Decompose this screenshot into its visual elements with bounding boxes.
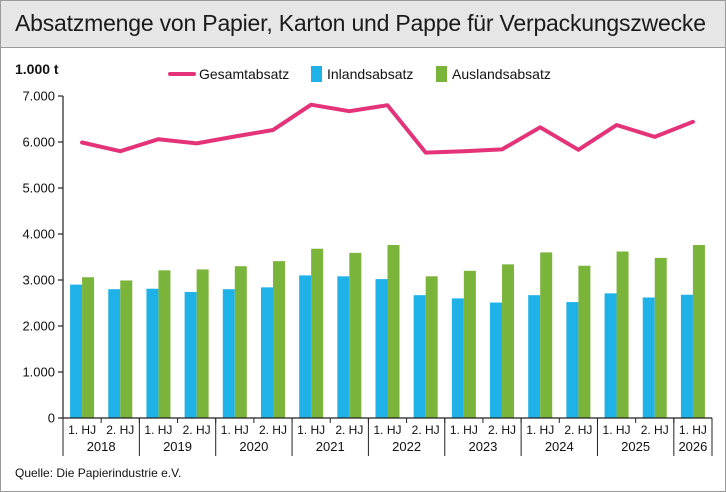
- x-tick-label: 2. HJ: [412, 423, 440, 437]
- x-tick-label: 2. HJ: [183, 423, 211, 437]
- bar-inlandsabsatz: [222, 289, 235, 418]
- bar-inlandsabsatz: [642, 297, 655, 418]
- x-tick-label: 2. HJ: [641, 423, 669, 437]
- y-tick-label: 6.000: [22, 135, 55, 150]
- bar-auslandsabsatz: [311, 248, 324, 418]
- x-tick-label: 1. HJ: [526, 423, 554, 437]
- year-label: 2020: [239, 439, 268, 454]
- bar-auslandsabsatz: [540, 252, 553, 418]
- bar-auslandsabsatz: [234, 266, 247, 418]
- year-label: 2026: [678, 439, 707, 454]
- bar-auslandsabsatz: [82, 277, 95, 418]
- y-tick-label: 0: [48, 411, 55, 426]
- x-tick-label: 2. HJ: [259, 423, 287, 437]
- x-tick-label: 1. HJ: [603, 423, 631, 437]
- bar-inlandsabsatz: [490, 302, 503, 418]
- y-tick-label: 2.000: [22, 319, 55, 334]
- bar-auslandsabsatz: [654, 257, 667, 418]
- y-tick-label: 5.000: [22, 181, 55, 196]
- bar-auslandsabsatz: [196, 269, 209, 418]
- y-tick-label: 1.000: [22, 365, 55, 380]
- bars-layer: [70, 245, 705, 418]
- y-tick-label: 4.000: [22, 227, 55, 242]
- bar-inlandsabsatz: [680, 294, 693, 418]
- bar-inlandsabsatz: [108, 289, 121, 418]
- title-bar: Absatzmenge von Papier, Karton und Pappe…: [1, 1, 725, 48]
- bar-inlandsabsatz: [146, 288, 159, 418]
- x-tick-label: 1. HJ: [373, 423, 401, 437]
- legend-label-gesamtabsatz: Gesamtabsatz: [199, 66, 289, 82]
- chart-title: Absatzmenge von Papier, Karton und Pappe…: [15, 10, 706, 36]
- bar-inlandsabsatz: [337, 276, 350, 418]
- bar-auslandsabsatz: [616, 251, 629, 418]
- x-tick-label: 2. HJ: [106, 423, 134, 437]
- year-label: 2019: [163, 439, 192, 454]
- legend-swatch-auslandsabsatz: [436, 66, 447, 82]
- x-tick-label: 1. HJ: [221, 423, 249, 437]
- bar-auslandsabsatz: [158, 270, 171, 418]
- year-label: 2023: [468, 439, 497, 454]
- y-tick-label: 7.000: [22, 89, 55, 104]
- legend-label-auslandsabsatz: Auslandsabsatz: [452, 66, 551, 82]
- bar-auslandsabsatz: [272, 261, 285, 418]
- bar-inlandsabsatz: [184, 291, 197, 418]
- bar-inlandsabsatz: [528, 295, 541, 418]
- line-gesamtabsatz: [80, 102, 695, 155]
- year-label: 2018: [87, 439, 116, 454]
- y-tick-label: 3.000: [22, 273, 55, 288]
- year-label: 2022: [392, 439, 421, 454]
- x-tick-label: 1. HJ: [679, 423, 707, 437]
- source-note: Quelle: Die Papierindustrie e.V.: [15, 466, 182, 480]
- bar-inlandsabsatz: [299, 275, 312, 418]
- bar-inlandsabsatz: [375, 279, 388, 418]
- bar-inlandsabsatz: [451, 298, 464, 418]
- legend-label-inlandsabsatz: Inlandsabsatz: [327, 66, 413, 82]
- bar-auslandsabsatz: [425, 276, 438, 418]
- bar-auslandsabsatz: [349, 252, 362, 418]
- bar-inlandsabsatz: [70, 284, 83, 418]
- bar-auslandsabsatz: [502, 264, 515, 418]
- y-axis-unit-label: 1.000 t: [15, 61, 59, 77]
- bar-inlandsabsatz: [260, 287, 273, 418]
- bar-auslandsabsatz: [387, 245, 400, 418]
- x-tick-label: 2. HJ: [488, 423, 516, 437]
- bar-inlandsabsatz: [413, 295, 426, 418]
- x-tick-label: 1. HJ: [68, 423, 96, 437]
- year-label: 2024: [545, 439, 574, 454]
- x-tick-label: 2. HJ: [564, 423, 592, 437]
- axes-layer: 0 1.000 2.000 3.000 4.000 5.000 6.000 7.000 1. H…: [22, 89, 713, 456]
- legend-swatch-inlandsabsatz: [311, 66, 322, 82]
- x-tick-label: 1. HJ: [297, 423, 325, 437]
- x-tick-label: 1. HJ: [144, 423, 172, 437]
- legend: Gesamtabsatz Inlandsabsatz Auslandsabsatz: [168, 66, 551, 82]
- year-label: 2021: [316, 439, 345, 454]
- bar-inlandsabsatz: [604, 293, 617, 418]
- bar-auslandsabsatz: [463, 270, 476, 418]
- bar-auslandsabsatz: [578, 265, 591, 418]
- year-label: 2025: [621, 439, 650, 454]
- bar-auslandsabsatz: [692, 245, 705, 418]
- bar-inlandsabsatz: [566, 302, 579, 418]
- x-tick-label: 2. HJ: [335, 423, 363, 437]
- x-tick-label: 1. HJ: [450, 423, 478, 437]
- bar-auslandsabsatz: [120, 280, 133, 418]
- line-layer: [80, 102, 695, 155]
